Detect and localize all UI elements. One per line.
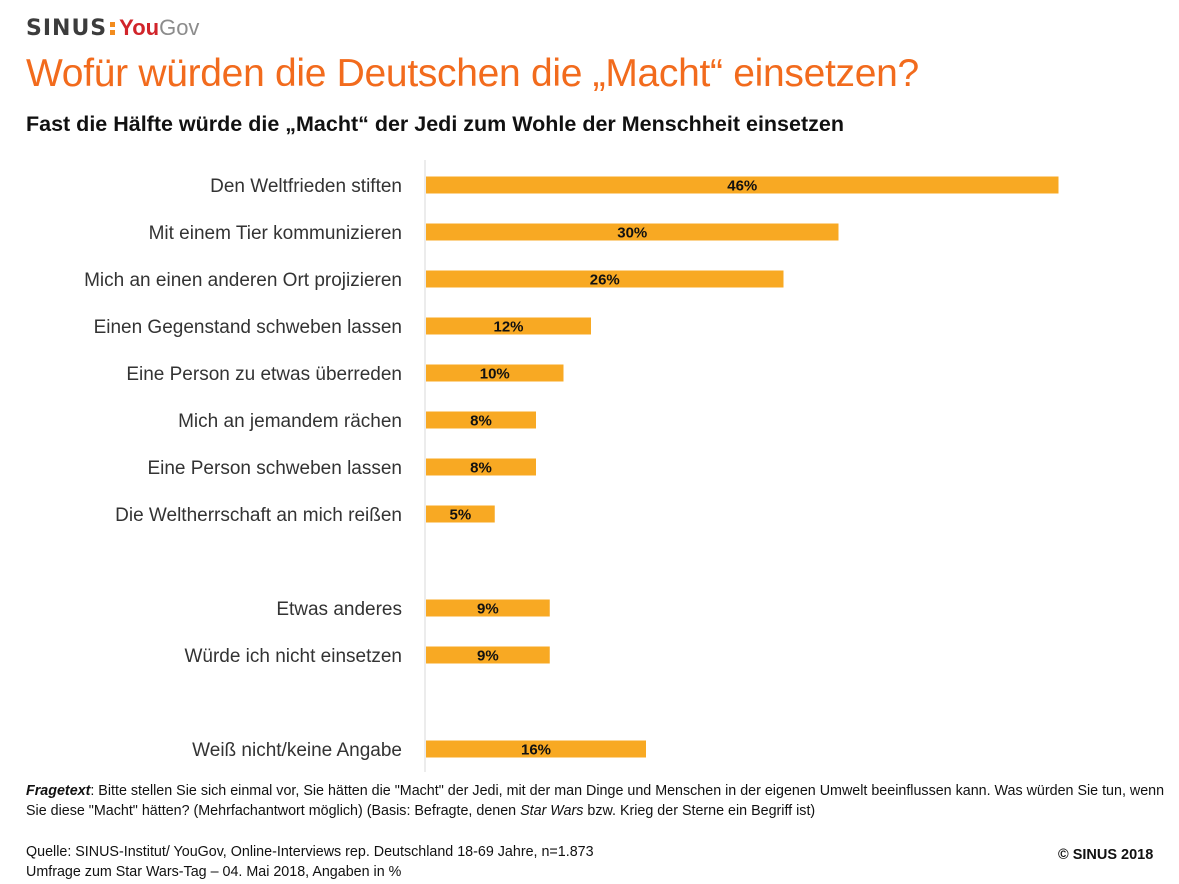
bar [426,223,839,241]
value-label: 30% [617,225,647,242]
copyright: © SINUS 2018 [1058,847,1154,863]
category-label: Mich an jemandem rächen [178,411,402,432]
category-label: Mit einem Tier kommunizieren [149,223,402,244]
category-label: Einen Gegenstand schweben lassen [94,317,402,338]
category-label: Etwas anderes [276,599,402,620]
source-line-2: Umfrage zum Star Wars-Tag – 04. Mai 2018… [26,864,402,880]
fragetext-part-1: : Bitte stellen Sie sich einmal vor, Sie… [26,783,1165,819]
bar [426,505,495,523]
value-label: 10% [480,366,510,383]
page-subtitle: Fast die Hälfte würde die „Macht“ der Je… [26,112,844,136]
source-note: Quelle: SINUS-Institut/ YouGov, Online-I… [26,842,594,882]
page-title: Wofür würden die Deutschen die „Macht“ e… [26,52,919,95]
fragetext-part-2: bzw. Krieg der Sterne ein Begriff ist) [583,803,816,819]
value-label: 12% [493,319,523,336]
value-label: 9% [477,601,499,618]
bar [426,317,591,335]
bar [426,599,550,617]
category-label: Die Weltherrschaft an mich reißen [115,505,402,526]
logo-sinus: SINUS [26,15,108,41]
fragetext-italic: Star Wars [520,803,584,819]
bar [426,411,536,429]
logo-colon-icon [110,21,116,35]
logo-you: You [119,15,160,40]
category-label: Weiß nicht/keine Angabe [192,740,402,761]
category-label: Eine Person zu etwas überreden [126,364,402,385]
value-label: 26% [590,272,620,289]
value-label: 8% [470,413,492,430]
category-label: Würde ich nicht einsetzen [184,646,402,667]
category-label: Den Weltfrieden stiften [210,176,402,197]
bar [426,176,1059,194]
value-label: 46% [727,178,757,195]
sinus-yougov-logo: SINUS You Gov [26,14,199,42]
question-text: Fragetext: Bitte stellen Sie sich einmal… [26,781,1166,821]
category-label: Eine Person schweben lassen [147,458,402,479]
bar [426,364,564,382]
source-line-1: Quelle: SINUS-Institut/ YouGov, Online-I… [26,844,594,860]
bar [426,646,550,664]
bar [426,458,536,476]
category-label: Mich an einen anderen Ort projizieren [84,270,402,291]
bars-group: Den Weltfrieden stiften 46% Mit einem Tier… [84,176,1059,761]
value-label: 5% [450,507,472,524]
value-label: 16% [521,742,551,759]
fragetext-label: Fragetext [26,783,91,799]
value-label: 8% [470,460,492,477]
bar [426,740,646,758]
logo-gov: Gov [159,15,200,40]
value-label: 9% [477,648,499,665]
bar [426,270,784,288]
